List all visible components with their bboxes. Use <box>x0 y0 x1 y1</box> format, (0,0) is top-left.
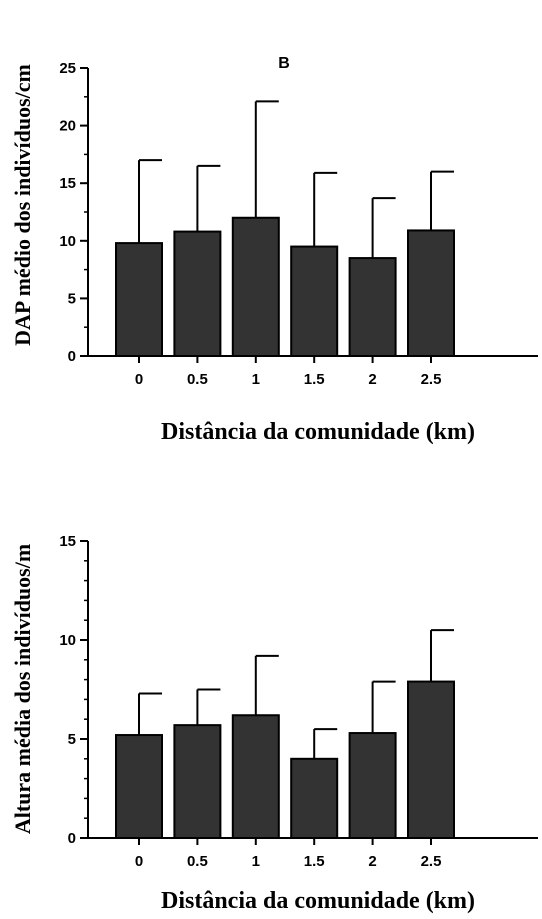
y-tick-label: 10 <box>59 233 76 250</box>
bar <box>115 242 163 358</box>
bar <box>290 757 339 839</box>
bar <box>231 216 280 357</box>
y-tick-label: 5 <box>68 290 76 307</box>
x-tick-label: 1.5 <box>304 371 325 388</box>
bar <box>348 732 397 839</box>
x-tick-label: 1 <box>252 371 260 388</box>
y-tick-label: 20 <box>59 118 76 135</box>
bar <box>173 230 222 357</box>
y-axis-title: Altura média dos indivíduos/m <box>10 544 35 834</box>
x-tick-label: 1.5 <box>304 853 325 870</box>
bar <box>115 734 163 839</box>
x-tick-label: 1 <box>252 853 260 870</box>
x-tick-label: 0.5 <box>187 371 208 388</box>
y-tick-label: 15 <box>59 175 76 192</box>
x-axis-title: Distância da comunidade (km) <box>161 888 475 914</box>
y-tick-label: 15 <box>59 533 76 550</box>
y-tick-label: 25 <box>59 60 76 77</box>
panel-label: B <box>278 55 290 72</box>
y-tick-label: 0 <box>68 348 76 365</box>
x-tick-label: 0 <box>135 853 143 870</box>
bar <box>231 714 280 839</box>
x-tick-label: 2.5 <box>421 853 442 870</box>
y-tick-label: 5 <box>68 731 76 748</box>
bar <box>407 680 455 840</box>
x-tick-label: 0.5 <box>187 853 208 870</box>
bar <box>407 229 455 358</box>
x-tick-label: 0 <box>135 371 143 388</box>
x-axis-title: Distância da comunidade (km) <box>161 419 475 445</box>
y-tick-label: 0 <box>68 830 76 847</box>
y-tick-label: 10 <box>59 632 76 649</box>
x-tick-label: 2 <box>368 853 376 870</box>
x-tick-label: 2 <box>368 371 376 388</box>
bar <box>173 724 222 840</box>
x-tick-label: 2.5 <box>421 371 442 388</box>
y-axis-title: DAP médio dos indivíduos/cm <box>10 64 35 346</box>
bar <box>348 257 397 357</box>
bar <box>290 245 339 357</box>
